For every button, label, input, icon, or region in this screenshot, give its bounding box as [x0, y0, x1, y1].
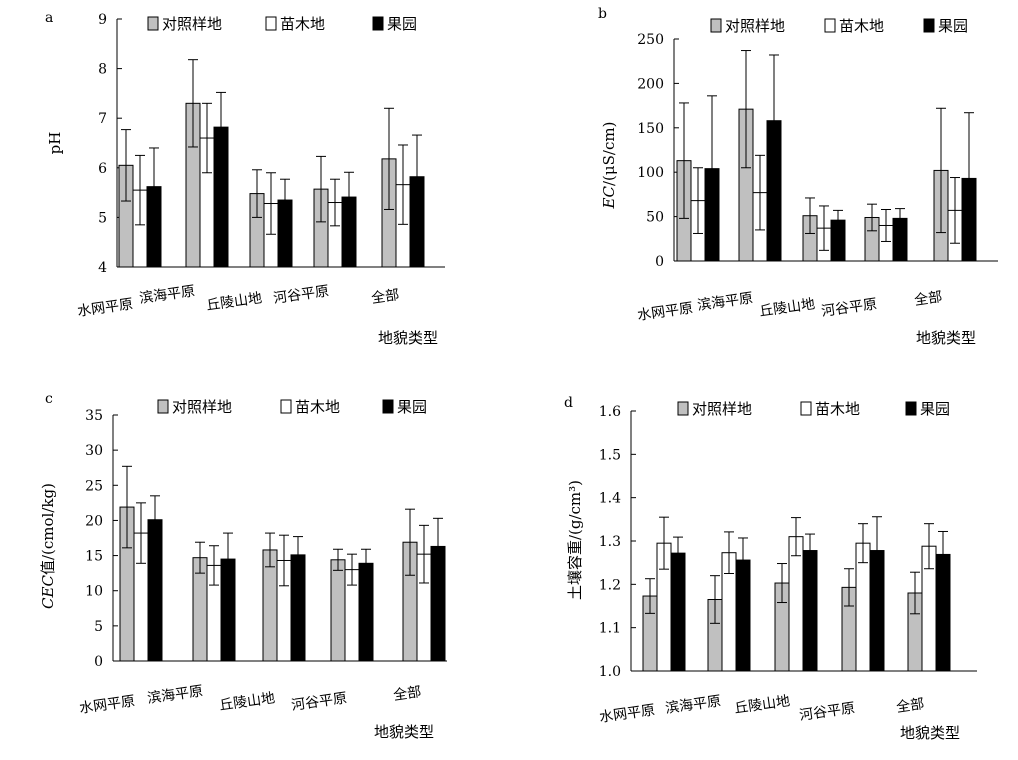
x-axis-title: 地貌类型: [378, 329, 438, 347]
y-axis-title: pH: [46, 132, 64, 155]
chart-panel-b: b 0 50 100 150 200 250 EC/(μS/cm) 水网平原 滨海平原 丘陵山地 河谷…: [598, 6, 998, 347]
legend-label: 苗木地: [839, 17, 884, 35]
y-tick-label: 15: [85, 549, 103, 565]
y-tick-label: 35: [85, 408, 103, 424]
legend-label: 苗木地: [295, 398, 340, 416]
y-tick-label: 1.6: [599, 404, 621, 420]
legend-swatch: [280, 399, 292, 414]
x-tick-label: 滨海平原: [138, 283, 196, 307]
x-tick-label: 丘陵山地: [758, 296, 816, 320]
y-tick-label: 1.4: [599, 491, 621, 507]
bar-orchard: [670, 552, 686, 672]
x-tick-label: 水网平原: [76, 296, 134, 320]
x-tick-label: 全部: [392, 683, 422, 704]
y-tick-label: 7: [98, 111, 107, 127]
chart-panel-c: c 0 5 10 15 20 25 30 35 CEC值/(cmol/kg) 水网平原 滨海平原 丘陵山…: [39, 391, 447, 741]
y-axis-title: EC/(μS/cm): [600, 122, 618, 210]
x-tick-label: 水网平原: [598, 702, 656, 726]
y-tick-label: 250: [637, 32, 664, 48]
legend-swatch: [923, 18, 935, 33]
x-tick-label: 河谷平原: [798, 700, 856, 724]
legend-swatch: [147, 16, 159, 31]
x-axis-title: 地貌类型: [900, 724, 960, 742]
y-axis-title: 土壤容重/(g/cm³): [566, 480, 584, 600]
panel-letter: d: [564, 395, 573, 411]
x-tick-label: 水网平原: [78, 693, 136, 717]
legend-swatch: [372, 16, 384, 31]
legend-label: 对照样地: [692, 400, 752, 418]
y-axis-title: CEC值/(cmol/kg): [39, 483, 57, 609]
x-tick-label: 丘陵山地: [218, 690, 276, 714]
legend-swatch: [677, 401, 689, 416]
bar-nursery: [788, 536, 804, 672]
x-tick-label: 丘陵山地: [733, 693, 791, 717]
y-tick-label: 1.1: [599, 621, 621, 637]
x-tick-label: 滨海平原: [146, 683, 204, 707]
y-tick-label: 1.2: [599, 577, 621, 593]
legend-label: 果园: [397, 398, 427, 416]
bar-control: [330, 559, 346, 662]
x-tick-label: 水网平原: [636, 300, 694, 324]
legend-swatch: [824, 18, 836, 33]
legend-swatch: [157, 399, 169, 414]
y-tick-label: 10: [85, 584, 103, 600]
y-tick-label: 1.0: [599, 664, 621, 680]
y-tick-label: 0: [655, 254, 664, 270]
legend-label: 果园: [920, 400, 950, 418]
y-tick-label: 4: [98, 260, 107, 276]
x-tick-label: 全部: [370, 286, 400, 307]
x-tick-label: 丘陵山地: [205, 290, 263, 314]
legend-label: 苗木地: [280, 15, 325, 33]
y-tick-label: 30: [85, 443, 103, 459]
y-tick-label: 5: [98, 210, 107, 226]
legend-label: 对照样地: [162, 15, 222, 33]
y-tick-label: 100: [637, 165, 664, 181]
x-axis-title: 地貌类型: [374, 723, 434, 741]
panel-letter: a: [45, 10, 53, 26]
legend-swatch: [265, 16, 277, 31]
y-tick-label: 25: [85, 478, 103, 494]
legend-swatch: [382, 399, 394, 414]
x-tick-label: 滨海平原: [696, 290, 754, 314]
x-tick-label: 河谷平原: [290, 690, 348, 714]
y-tick-label: 1.5: [599, 447, 621, 463]
y-tick-label: 1.3: [599, 534, 621, 550]
y-tick-label: 150: [637, 121, 664, 137]
legend-swatch: [710, 18, 722, 33]
y-tick-label: 6: [98, 161, 107, 177]
y-tick-label: 5: [94, 619, 103, 635]
y-tick-label: 9: [98, 12, 107, 28]
panel-letter: c: [45, 391, 53, 407]
y-tick-label: 200: [637, 76, 664, 92]
x-tick-label: 全部: [913, 288, 943, 309]
legend-label: 苗木地: [815, 400, 860, 418]
legend-swatch: [905, 401, 917, 416]
legend-label: 对照样地: [172, 398, 232, 416]
x-tick-label: 滨海平原: [664, 693, 722, 717]
y-tick-label: 8: [98, 62, 107, 78]
y-tick-label: 20: [85, 513, 103, 529]
x-tick-label: 河谷平原: [820, 296, 878, 320]
x-tick-label: 全部: [895, 695, 925, 716]
bar-orchard: [802, 550, 818, 672]
legend-label: 对照样地: [725, 17, 785, 35]
x-tick-label: 河谷平原: [272, 283, 330, 307]
legend-swatch: [800, 401, 812, 416]
bar-orchard: [358, 562, 374, 662]
panel-letter: b: [598, 6, 607, 22]
y-tick-label: 50: [646, 210, 664, 226]
legend-label: 果园: [387, 15, 417, 33]
chart-panel-d: d 1.0 1.1 1.2 1.3 1.4 1.5 1.6 土壤容重/(g/cm³) 水网平原 滨海…: [564, 395, 977, 742]
x-axis-title: 地貌类型: [916, 329, 976, 347]
y-tick-label: 0: [94, 654, 103, 670]
legend-label: 果园: [938, 17, 968, 35]
